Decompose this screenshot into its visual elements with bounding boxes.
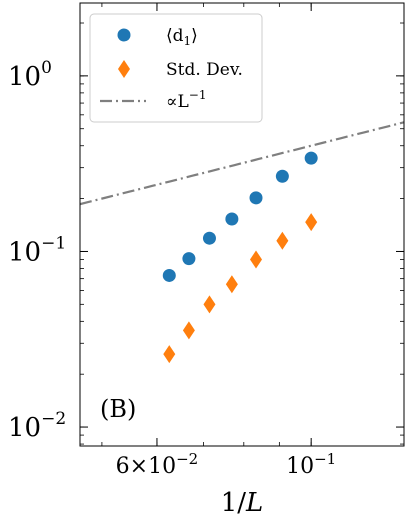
x-axis-label: 1/L bbox=[221, 488, 264, 518]
legend-label: ⟨d1⟩ bbox=[166, 26, 198, 48]
data-point-d1 bbox=[162, 268, 176, 282]
plot-layer bbox=[80, 121, 404, 364]
data-point-std-dev bbox=[203, 295, 216, 314]
legend: ⟨d1⟩ Std. Dev. ∝L−1 bbox=[89, 13, 263, 123]
legend-box bbox=[89, 13, 263, 123]
legend-marker-std-dev bbox=[118, 60, 130, 78]
x-tick-label: 10−1 bbox=[286, 450, 336, 479]
data-point-std-dev bbox=[163, 345, 176, 364]
data-point-std-dev bbox=[305, 213, 318, 232]
reference-line bbox=[80, 121, 404, 206]
axes-frame bbox=[79, 2, 405, 447]
data-point-d1 bbox=[182, 252, 196, 266]
plot-area bbox=[80, 121, 404, 364]
data-point-d1 bbox=[304, 151, 318, 165]
data-point-std-dev bbox=[250, 250, 263, 269]
x-tick-label: 6×10−2 bbox=[116, 450, 199, 479]
data-point-std-dev bbox=[182, 321, 195, 340]
data-point-d1 bbox=[275, 169, 289, 183]
y-tick-label: 10−2 bbox=[8, 409, 66, 443]
axes-layer: 6×10−2 10−1 10−2 10−1 100 bbox=[8, 2, 405, 479]
y-tick-label: 10−1 bbox=[8, 233, 66, 267]
legend-marker-d1 bbox=[117, 28, 131, 42]
data-point-d1 bbox=[249, 191, 263, 205]
data-point-d1 bbox=[202, 231, 216, 245]
data-point-std-dev bbox=[225, 275, 238, 294]
y-tick-label: 100 bbox=[8, 58, 52, 92]
panel-label: (B) bbox=[100, 395, 136, 423]
data-point-d1 bbox=[225, 212, 239, 226]
legend-label: Std. Dev. bbox=[166, 60, 243, 80]
data-point-std-dev bbox=[276, 231, 289, 250]
legend-label: ∝L−1 bbox=[166, 88, 207, 112]
